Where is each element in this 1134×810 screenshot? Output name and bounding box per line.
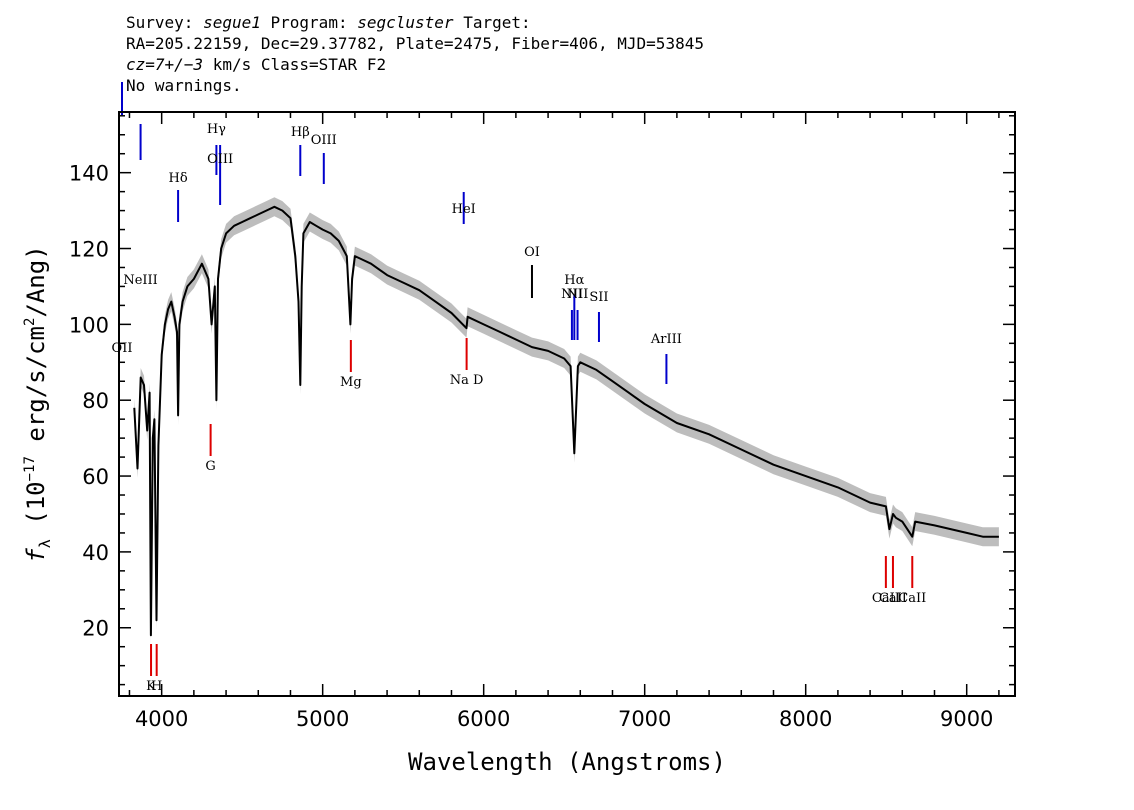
emission-line-label: Hα [564, 273, 584, 288]
spectrum-series [133, 205, 999, 637]
class-line: km/s Class=STAR F2 [203, 55, 387, 74]
emission-line-label: OIII [207, 152, 233, 167]
program-label: Program: [270, 13, 348, 32]
program-name: segcluster [357, 13, 454, 32]
emission-line-label: Hγ [207, 122, 226, 137]
warnings-line: No warnings. [126, 76, 242, 95]
target-label: Target: [463, 13, 531, 32]
error-band [134, 197, 999, 645]
emission-line-label: NeIII [123, 273, 157, 288]
absorption-line-label: G [205, 459, 215, 474]
flux-line [133, 205, 999, 637]
emission-line-label: OI [524, 245, 540, 260]
x-axis-title: Wavelength (Angstroms) [408, 748, 726, 776]
absorption-line-label: CaII [872, 591, 900, 606]
plot-frame [118, 111, 1016, 697]
emission-line-label: NII [561, 287, 583, 302]
y-tick-label: 140 [69, 162, 109, 186]
flux-error-band [134, 197, 999, 645]
emission-line-label: Hδ [169, 171, 188, 186]
y-axis-subscript: λ [36, 539, 54, 548]
emission-line-label: ArIII [650, 332, 682, 347]
survey-name: segue1 [203, 13, 261, 32]
y-tick-label: 120 [69, 238, 109, 262]
absorption-line-label: CaII [879, 591, 907, 606]
emission-line-label: OII [112, 341, 133, 356]
x-tick-label: 8000 [779, 707, 832, 731]
emission-line-label: OIII [311, 133, 337, 148]
y-axis-unit-exponent: 2 [22, 318, 38, 326]
y-axis-prefix: (10 [22, 481, 50, 539]
spectrum-header: Survey: segue1 Program: segcluster Targe… [126, 12, 704, 96]
absorption-line-label: H [151, 679, 162, 694]
x-tick-label: 9000 [940, 707, 993, 731]
coordinates-line: RA=205.22159, Dec=29.37782, Plate=2475, … [126, 34, 704, 53]
axis-ticks: 4000 5000 6000 7000 8000 9000 20 40 60 80 100 120 14… [69, 112, 1015, 731]
y-tick-label: 40 [82, 541, 109, 565]
survey-label: Survey: [126, 13, 194, 32]
absorption-line-label: K [146, 679, 156, 694]
x-tick-label: 7000 [618, 707, 671, 731]
y-tick-label: 100 [69, 313, 109, 337]
emission-line-label: HeI [452, 202, 476, 217]
y-axis-suffix: /Ang) [22, 245, 50, 317]
x-tick-label: 5000 [296, 707, 349, 731]
emission-line-label: NII [567, 287, 589, 302]
absorption-line-label: Na D [450, 373, 484, 388]
emission-line-label: SII [589, 290, 608, 305]
y-axis-symbol: f [22, 548, 50, 563]
absorption-line-label: CaII [898, 591, 926, 606]
emission-line-label: Hβ [291, 125, 310, 140]
y-axis-units: erg/s/cm [22, 326, 50, 456]
y-axis-title: fλ (10−17 erg/s/cm2/Ang) [22, 245, 54, 562]
y-tick-label: 60 [82, 465, 109, 489]
y-tick-label: 80 [82, 389, 109, 413]
x-tick-label: 6000 [457, 707, 510, 731]
redshift-value: cz=7+/−3 [126, 55, 204, 74]
y-tick-label: 20 [82, 617, 109, 641]
x-tick-label: 4000 [135, 707, 188, 731]
absorption-line-label: Mg [340, 375, 362, 390]
y-axis-exponent: −17 [22, 456, 38, 481]
